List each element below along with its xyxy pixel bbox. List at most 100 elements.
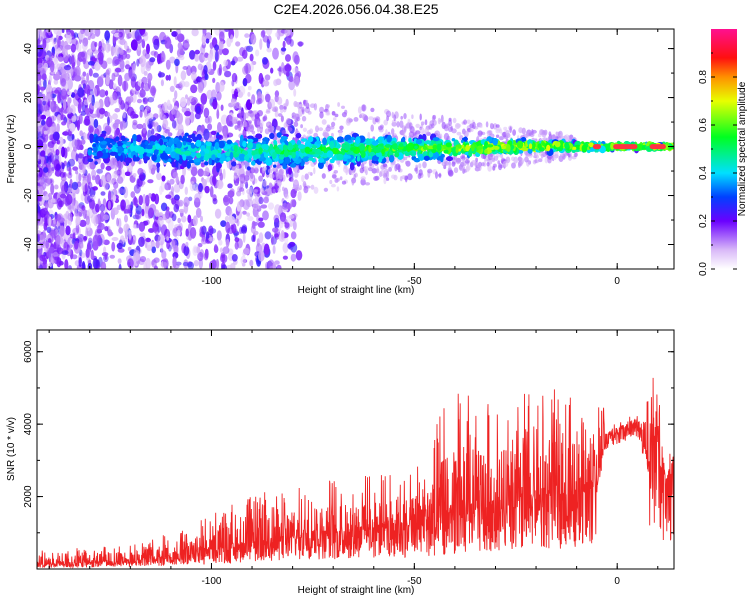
spectrogram-speckle: [177, 33, 185, 43]
spectrogram-speckle: [212, 198, 218, 205]
spectrogram-speckle: [251, 220, 256, 230]
spectrogram-speckle: [264, 74, 271, 81]
spectrogram-speckle: [479, 124, 483, 129]
spectrogram-speckle: [289, 39, 294, 47]
spectrogram-speckle: [117, 187, 124, 195]
spectrogram-speckle: [105, 165, 112, 171]
spectrogram-speckle: [218, 81, 225, 92]
spectrogram-speckle: [92, 72, 99, 78]
spectrogram-speckle: [197, 82, 204, 93]
spectrogram-speckle: [284, 29, 291, 37]
spectrogram-speckle: [218, 64, 222, 76]
spectrogram-speckle: [112, 113, 118, 120]
spectrogram-speckle: [92, 186, 98, 191]
spectrogram-speckle: [407, 173, 413, 181]
spectrogram-speckle: [341, 105, 345, 110]
spectrogram-speckle: [370, 107, 375, 113]
spectrogram-speckle: [247, 216, 254, 222]
spectrogram-speckle: [144, 83, 150, 92]
spectrogram-speckle: [201, 33, 206, 46]
spectrogram-speckle: [282, 186, 285, 192]
spectrogram-speckle: [258, 175, 263, 182]
spectrogram-speckle: [78, 173, 82, 182]
spectrogram-speckle: [169, 85, 175, 92]
spectrogram-speckle: [63, 65, 72, 71]
spectrogram-speckle: [59, 193, 67, 199]
spectrogram-speckle: [123, 186, 129, 199]
spectrogram-speckle: [177, 41, 183, 50]
spectrogram-speckle: [219, 31, 225, 42]
spectrogram-speckle: [194, 53, 200, 62]
spectrogram-speckle: [173, 245, 179, 253]
spectrogram-speckle: [253, 167, 259, 174]
spectrogram-speckle: [177, 123, 184, 134]
spectrogram-speckle: [216, 179, 224, 190]
spectrogram-speckle: [175, 175, 179, 184]
spectrogram-speckle: [266, 47, 272, 53]
spectrogram-speckle: [157, 234, 165, 246]
spectrogram-speckle: [183, 196, 190, 207]
spectrogram-speckle: [164, 129, 170, 134]
spectrogram-speckle: [71, 254, 78, 260]
spectrogram-speckle: [107, 43, 112, 52]
spectrogram-speckle: [41, 207, 48, 215]
spectrogram-speckle: [275, 78, 282, 86]
spectrogram-speckle: [86, 72, 89, 83]
spectrogram-speckle: [573, 153, 578, 157]
spectrogram-speckle: [167, 99, 171, 107]
spectrogram-speckle: [296, 116, 301, 122]
spectrogram-speckle: [160, 202, 168, 212]
spectrogram-speckle: [495, 128, 501, 134]
spectrogram-speckle: [186, 97, 191, 106]
spectrogram-speckle: [216, 91, 222, 101]
spectrogram-speckle: [161, 103, 167, 111]
spectrogram-speckle: [209, 42, 214, 50]
spectrogram-speckle: [101, 42, 107, 52]
spectrogram-speckle: [124, 214, 128, 223]
spectrogram-speckle: [559, 153, 565, 157]
spectrogram-speckle: [119, 59, 125, 70]
spectrogram-speckle: [292, 220, 297, 231]
spectrogram-speckle: [353, 173, 357, 180]
spectrogram-speckle: [186, 97, 191, 106]
spectrogram-speckle: [189, 227, 197, 239]
spectrogram-speckle: [171, 31, 178, 37]
spectrogram-speckle: [178, 208, 185, 214]
spectrogram-speckle: [38, 186, 44, 196]
spectrogram-speckle: [130, 191, 136, 198]
spectrogram-speckle: [200, 215, 203, 222]
spectrogram-speckle: [57, 37, 61, 48]
spectrogram-speckle: [375, 168, 380, 174]
spectrogram-speckle: [231, 253, 238, 262]
spectrogram-speckle: [493, 155, 499, 161]
spectrogram-speckle: [145, 257, 151, 269]
spectrogram-speckle: [285, 216, 290, 223]
spectrogram-speckle: [221, 264, 228, 269]
spectrogram-speckle: [265, 93, 271, 103]
spectrogram-speckle: [260, 204, 268, 209]
spectrogram-speckle: [237, 91, 243, 98]
spectrogram-speckle: [104, 226, 109, 232]
spectrogram-speckle: [464, 159, 470, 164]
spectrogram-speckle: [38, 167, 43, 178]
spectrogram-speckle: [42, 104, 49, 111]
spectrogram-speckle: [116, 176, 124, 184]
spectrogram-speckle: [161, 175, 166, 182]
spectrogram-speckle: [104, 254, 108, 260]
spectrogram-speckle: [534, 152, 539, 158]
spectrogram-speckle: [430, 123, 435, 129]
spectrogram-speckle: [323, 129, 327, 137]
spectrogram-speckle: [204, 73, 209, 81]
spectrogram-speckle: [396, 121, 400, 128]
spectrogram-speckle: [106, 57, 113, 65]
spectrogram-speckle: [113, 83, 117, 89]
spectrogram-speckle: [80, 139, 86, 145]
spectrogram-speckle: [368, 167, 373, 172]
spectrogram-speckle: [404, 175, 408, 183]
spectrogram-speckle: [184, 186, 188, 195]
spectrogram-speckle: [67, 158, 76, 167]
spectrogram-speckle: [242, 78, 248, 87]
spectrogram-speckle: [112, 207, 119, 215]
spectrogram-speckle: [313, 167, 316, 175]
